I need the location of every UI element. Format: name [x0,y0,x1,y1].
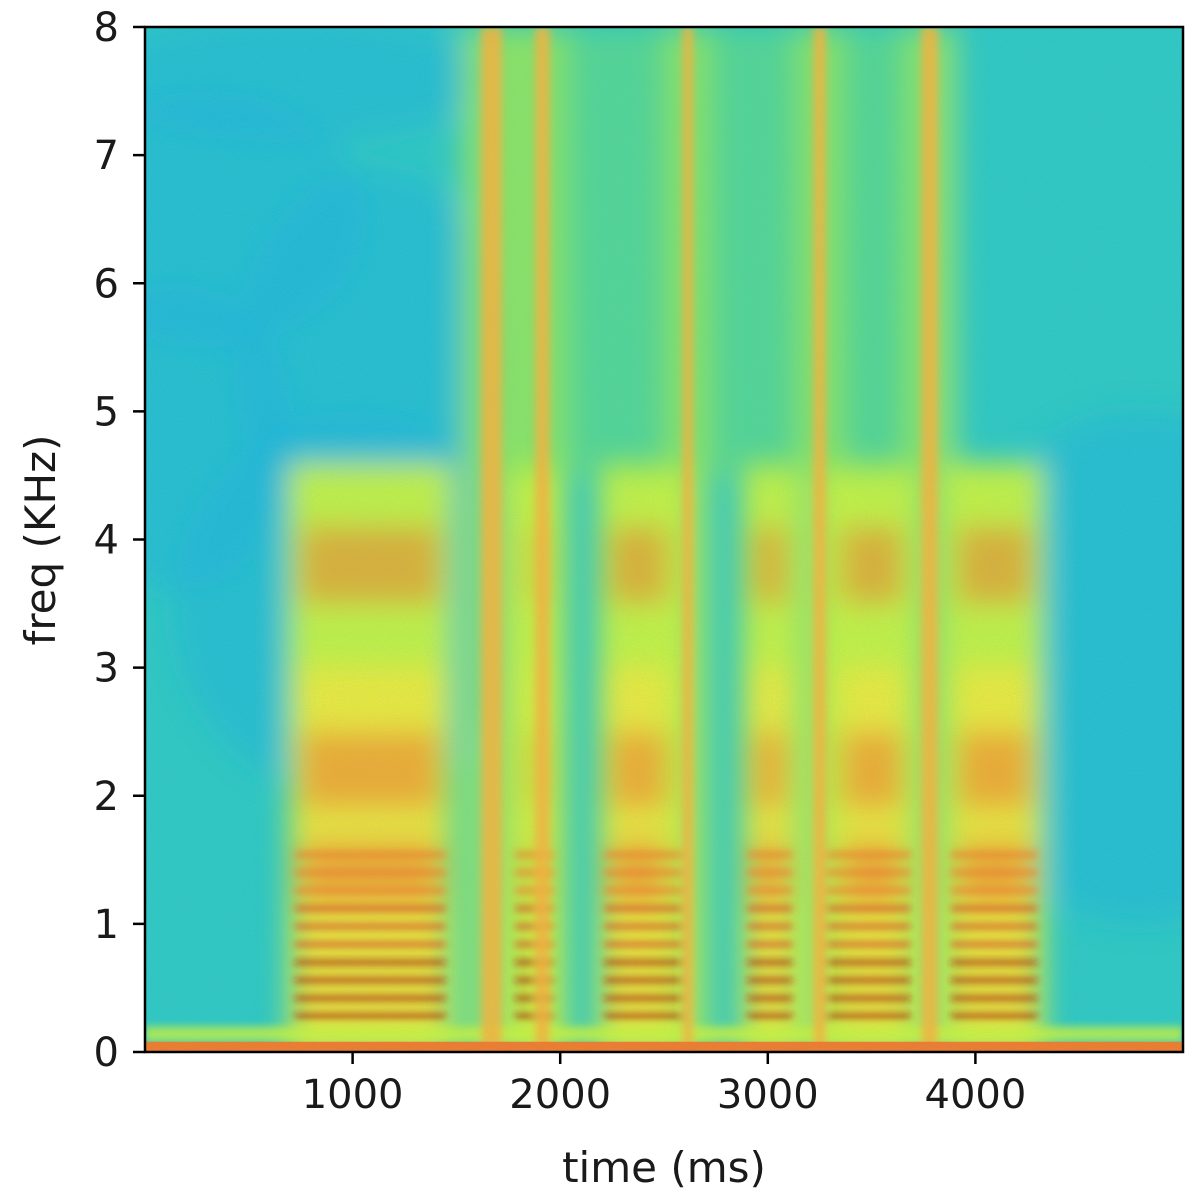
y-tick-label: 7 [94,133,119,179]
y-tick-label: 0 [94,1030,119,1076]
y-tick-label: 6 [94,261,119,307]
y-axis-label: freq (KHz) [16,435,65,646]
x-axis-label: time (ms) [562,1143,766,1192]
x-axis: 1000 2000 3000 4000 [302,1052,1027,1118]
x-tick-label: 3000 [717,1072,819,1118]
y-tick-label: 3 [94,646,119,692]
x-tick-label: 4000 [925,1072,1027,1118]
y-tick-label: 5 [94,389,119,435]
y-tick-label: 4 [94,518,119,564]
plot-area [145,27,1183,1052]
x-tick-label: 1000 [302,1072,404,1118]
y-axis: 0 1 2 3 4 5 6 7 8 [94,5,145,1076]
x-tick-label: 2000 [509,1072,611,1118]
y-tick-label: 8 [94,5,119,51]
y-tick-label: 1 [94,902,119,948]
y-tick-label: 2 [94,774,119,820]
noise-texture [145,27,1183,1052]
